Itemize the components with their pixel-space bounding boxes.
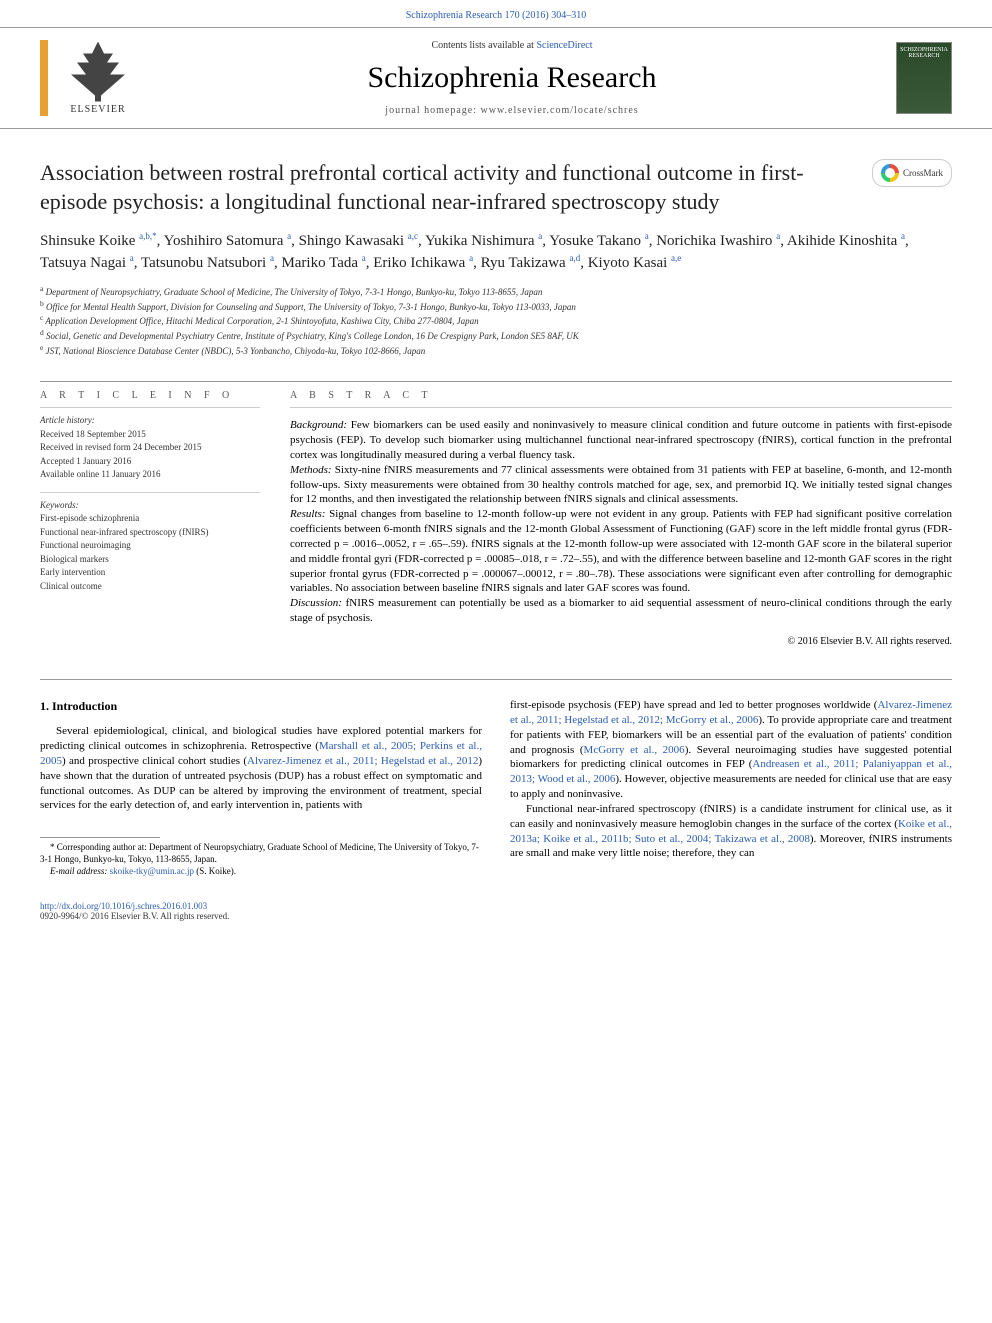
email-label: E-mail address: <box>50 866 107 876</box>
crossmark-badge[interactable]: CrossMark <box>872 159 952 187</box>
article-info-heading: A R T I C L E I N F O <box>40 382 260 408</box>
article-history: Article history: Received 18 September 2… <box>40 414 260 482</box>
history-line: Received in revised form 24 December 201… <box>40 441 260 455</box>
corresponding-email-name: (S. Koike). <box>196 866 236 876</box>
keyword-line: Functional near-infrared spectroscopy (f… <box>40 526 260 540</box>
abstract-section-text: Sixty-nine fNIRS measurements and 77 cli… <box>290 464 952 506</box>
intro-para-2: first-episode psychosis (FEP) have sprea… <box>510 698 952 802</box>
contents-prefix: Contents lists available at <box>431 40 536 51</box>
abstract-section: Discussion: fNIRS measurement can potent… <box>290 596 952 626</box>
crossmark-icon <box>881 164 899 182</box>
publisher-logo: ELSEVIER <box>68 42 128 115</box>
sciencedirect-link[interactable]: ScienceDirect <box>536 40 592 51</box>
body-text: Functional near-infrared spectroscopy (f… <box>510 803 952 830</box>
article-title: Association between rostral prefrontal c… <box>40 159 860 216</box>
abstract-heading: A B S T R A C T <box>290 382 952 408</box>
footnote-separator <box>40 837 160 838</box>
issn-copyright: 0920-9964/© 2016 Elsevier B.V. All right… <box>40 911 952 921</box>
top-citation[interactable]: Schizophrenia Research 170 (2016) 304–31… <box>0 0 992 27</box>
homepage-prefix: journal homepage: <box>385 105 480 116</box>
abstract-body: Background: Few biomarkers can be used e… <box>290 418 952 626</box>
journal-center: Contents lists available at ScienceDirec… <box>148 40 876 116</box>
keyword-line: Biological markers <box>40 553 260 567</box>
homepage-url[interactable]: www.elsevier.com/locate/schres <box>481 105 639 116</box>
body-text: ) and prospective clinical cohort studie… <box>62 755 247 767</box>
publisher-name: ELSEVIER <box>70 104 125 115</box>
keyword-line: Early intervention <box>40 566 260 580</box>
abstract-section-label: Results: <box>290 508 325 520</box>
article-header: Association between rostral prefrontal c… <box>0 129 992 667</box>
keywords-label: Keywords: <box>40 499 260 513</box>
doi-link[interactable]: http://dx.doi.org/10.1016/j.schres.2016.… <box>40 901 952 911</box>
journal-cover-thumbnail: SCHIZOPHRENIA RESEARCH <box>896 42 952 114</box>
body-column-right: first-episode psychosis (FEP) have sprea… <box>510 698 952 877</box>
journal-title: Schizophrenia Research <box>148 61 876 95</box>
affiliation-line: b Office for Mental Health Support, Divi… <box>40 299 952 314</box>
abstract-section-text: Few biomarkers can be used easily and no… <box>290 419 952 461</box>
abstract-section-label: Methods: <box>290 464 332 476</box>
corresponding-email-link[interactable]: skoike-tky@umin.ac.jp <box>110 866 194 876</box>
intro-para-1: Several epidemiological, clinical, and b… <box>40 724 482 813</box>
intro-heading: 1. Introduction <box>40 698 482 714</box>
crossmark-label: CrossMark <box>903 168 943 178</box>
history-line: Received 18 September 2015 <box>40 428 260 442</box>
abstract-section: Results: Signal changes from baseline to… <box>290 507 952 596</box>
abstract-column: A B S T R A C T Background: Few biomarke… <box>290 382 952 647</box>
abstract-copyright: © 2016 Elsevier B.V. All rights reserved… <box>290 636 952 647</box>
keyword-line: First-episode schizophrenia <box>40 512 260 526</box>
body-columns: 1. Introduction Several epidemiological,… <box>0 680 992 877</box>
citation-link[interactable]: McGorry et al., 2006 <box>584 744 685 756</box>
accent-bar <box>40 40 48 116</box>
abstract-section-text: fNIRS measurement can potentially be use… <box>290 597 952 624</box>
keywords-block: Keywords: First-episode schizophreniaFun… <box>40 492 260 594</box>
abstract-section: Background: Few biomarkers can be used e… <box>290 418 952 463</box>
affiliation-line: c Application Development Office, Hitach… <box>40 313 952 328</box>
body-column-left: 1. Introduction Several epidemiological,… <box>40 698 482 877</box>
corresponding-author-note: * Corresponding author at: Department of… <box>40 842 482 865</box>
history-line: Accepted 1 January 2016 <box>40 455 260 469</box>
affiliations-list: a Department of Neuropsychiatry, Graduat… <box>40 284 952 357</box>
affiliation-line: a Department of Neuropsychiatry, Graduat… <box>40 284 952 299</box>
intro-para-3: Functional near-infrared spectroscopy (f… <box>510 802 952 861</box>
keyword-line: Clinical outcome <box>40 580 260 594</box>
corresponding-text: Corresponding author at: Department of N… <box>40 842 479 864</box>
elsevier-tree-icon <box>68 42 128 102</box>
history-line: Available online 11 January 2016 <box>40 468 260 482</box>
abstract-section: Methods: Sixty-nine fNIRS measurements a… <box>290 463 952 508</box>
journal-homepage: journal homepage: www.elsevier.com/locat… <box>148 105 876 116</box>
citation-link[interactable]: Alvarez-Jimenez et al., 2011; Hegelstad … <box>247 755 478 767</box>
authors-list: Shinsuke Koike a,b,*, Yoshihiro Satomura… <box>40 230 952 274</box>
abstract-section-label: Discussion: <box>290 597 342 609</box>
abstract-section-text: Signal changes from baseline to 12-month… <box>290 508 952 594</box>
corresponding-star: * <box>50 842 55 852</box>
keyword-line: Functional neuroimaging <box>40 539 260 553</box>
corresponding-email-note: E-mail address: skoike-tky@umin.ac.jp (S… <box>40 866 482 878</box>
affiliation-line: e JST, National Bioscience Database Cent… <box>40 343 952 358</box>
journal-header: ELSEVIER Contents lists available at Sci… <box>0 27 992 129</box>
page-footer: http://dx.doi.org/10.1016/j.schres.2016.… <box>0 877 992 941</box>
contents-line: Contents lists available at ScienceDirec… <box>148 40 876 51</box>
history-label: Article history: <box>40 414 260 428</box>
body-text: first-episode psychosis (FEP) have sprea… <box>510 699 877 711</box>
article-info-column: A R T I C L E I N F O Article history: R… <box>40 382 260 647</box>
affiliation-line: d Social, Genetic and Developmental Psyc… <box>40 328 952 343</box>
abstract-section-label: Background: <box>290 419 347 431</box>
